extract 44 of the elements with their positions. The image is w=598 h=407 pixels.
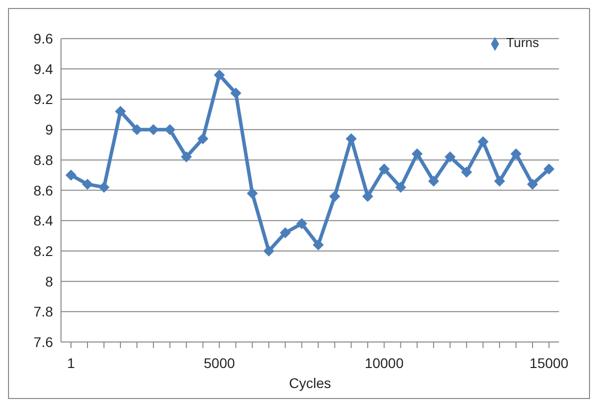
y-tick-label: 7.6: [34, 334, 54, 350]
y-tick-label: 8.4: [34, 212, 54, 229]
point: [527, 178, 538, 190]
point: [98, 182, 110, 193]
point: [66, 170, 76, 181]
y-tick-label: 8.6: [34, 182, 54, 198]
y-tick-label: 9: [45, 122, 54, 138]
point: [395, 182, 406, 193]
point: [312, 239, 324, 250]
point: [246, 188, 258, 199]
y-tick-label: 8.8: [34, 152, 54, 168]
y-tick-label: 8: [45, 273, 54, 290]
y-tick-label: 8.2: [34, 242, 54, 259]
point: [362, 190, 374, 202]
point: [280, 227, 291, 238]
x-tick-label: 10000: [364, 354, 404, 371]
point: [478, 136, 489, 148]
point: [131, 124, 142, 136]
point: [494, 176, 506, 187]
point: [114, 106, 126, 117]
point: [230, 88, 242, 99]
point: [510, 148, 522, 160]
point: [82, 178, 93, 190]
x-axis-title: Cycles: [288, 375, 332, 391]
y-tick-label: 7.8: [34, 304, 54, 320]
point: [263, 245, 274, 256]
y-tick-label: 9.6: [34, 30, 54, 47]
point: [444, 151, 456, 162]
point: [461, 166, 472, 178]
point: [296, 218, 308, 230]
point: [378, 164, 390, 175]
y-tick-label: 9.2: [34, 91, 54, 108]
x-tick-label: 15000: [530, 354, 569, 371]
point: [180, 151, 192, 162]
legend-label: Turns: [506, 35, 539, 50]
point: [428, 176, 440, 187]
x-tick-label: 1: [67, 354, 76, 371]
x-tick-label: 5000: [204, 354, 236, 371]
point: [544, 164, 554, 175]
point: [214, 69, 225, 80]
point: [197, 133, 208, 144]
point: [412, 148, 423, 160]
point: [329, 190, 340, 202]
y-tick-label: 9.4: [34, 60, 54, 77]
